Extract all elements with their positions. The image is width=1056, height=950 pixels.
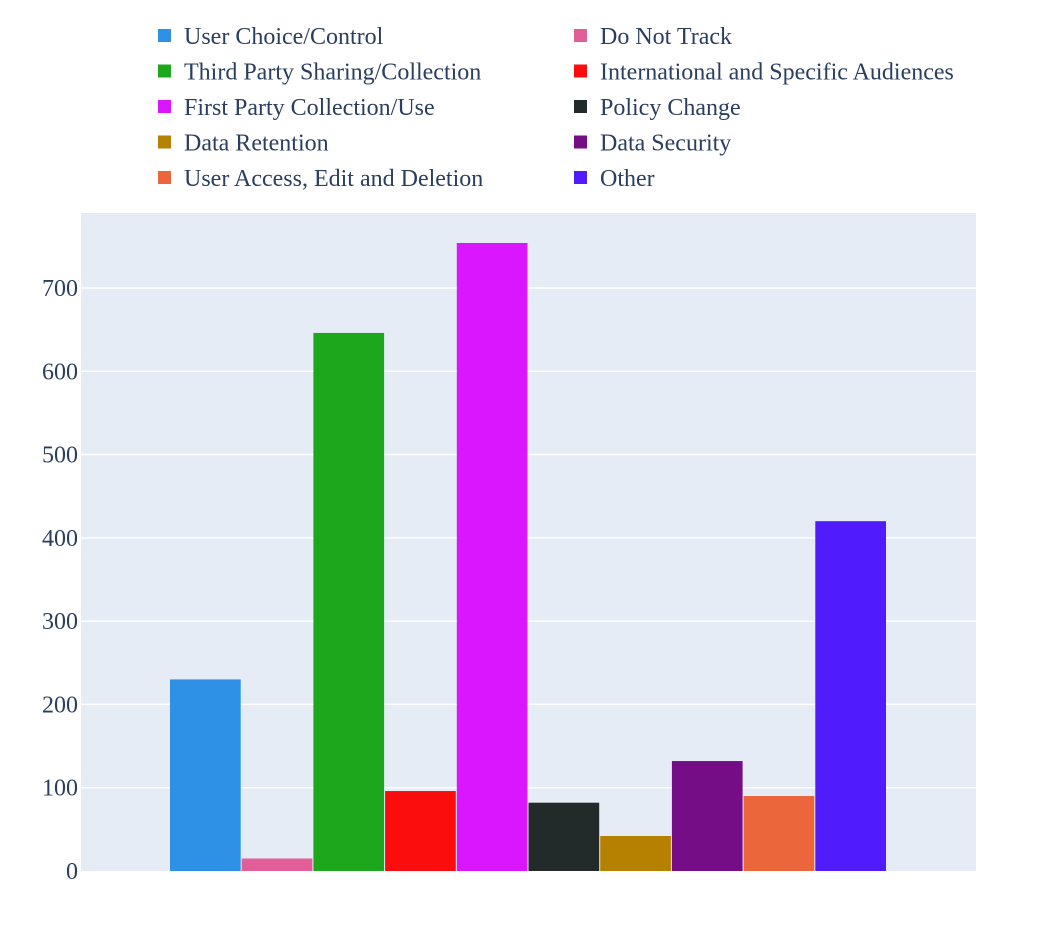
legend-label: Policy Change [600,95,741,121]
legend-label: Other [600,166,655,192]
bar [528,802,600,871]
legend-label: Third Party Sharing/Collection [184,60,481,86]
legend-swatch [158,29,171,42]
bar [600,836,671,871]
bar [456,242,528,872]
y-tick-label: 300 [42,609,78,635]
legend-swatch [158,100,171,113]
y-tick-label: 400 [42,526,78,552]
legend-label: User Choice/Control [184,24,384,50]
legend-swatch [158,135,171,149]
legend-swatch [574,29,587,42]
legend-swatch [158,64,171,78]
legend-label: First Party Collection/Use [184,95,435,121]
legend-swatch [574,64,587,78]
legend: User Choice/Control Do Not Track Third Par… [158,24,954,192]
legend-swatch [158,171,171,184]
bar [170,679,241,871]
bar [241,858,313,871]
y-tick-label: 600 [42,359,78,385]
legend-label: International and Specific Audiences [600,60,954,86]
bar [671,761,743,871]
y-tick-label: 500 [42,443,78,469]
y-tick-label: 0 [66,859,78,885]
bar [313,332,385,872]
bar [815,521,886,871]
legend-label: Do Not Track [600,24,732,50]
bars [170,242,886,872]
legend-swatch [574,100,587,113]
y-tick-label: 200 [42,692,78,718]
legend-swatch [574,171,587,184]
y-tick-label: 100 [42,776,78,802]
bar [385,791,456,871]
y-axis: 0 100 200 300 400 500 600 700 [42,276,78,885]
bar [743,796,815,871]
legend-label: Data Security [600,131,731,157]
legend-label: Data Retention [184,131,329,157]
y-tick-label: 700 [42,276,78,302]
legend-swatch [574,135,587,149]
legend-label: User Access, Edit and Deletion [184,166,483,192]
